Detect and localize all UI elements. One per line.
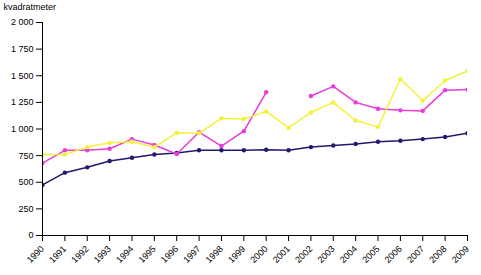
svg-text:1990: 1990	[25, 244, 46, 265]
svg-text:1992: 1992	[69, 244, 90, 265]
svg-text:1993: 1993	[92, 244, 113, 265]
svg-text:2006: 2006	[383, 244, 404, 265]
svg-text:1 750: 1 750	[11, 44, 34, 54]
svg-text:1 250: 1 250	[11, 97, 34, 107]
svg-text:1991: 1991	[47, 244, 68, 265]
svg-text:1997: 1997	[181, 244, 202, 265]
svg-text:2002: 2002	[293, 244, 314, 265]
svg-text:2000: 2000	[248, 244, 269, 265]
svg-text:750: 750	[18, 151, 33, 161]
svg-text:2003: 2003	[316, 244, 337, 265]
svg-text:1998: 1998	[204, 244, 225, 265]
svg-text:1995: 1995	[137, 244, 158, 265]
svg-text:0: 0	[28, 230, 33, 240]
svg-text:1999: 1999	[226, 244, 247, 265]
svg-text:1 500: 1 500	[11, 71, 34, 81]
svg-text:2 000: 2 000	[11, 17, 34, 27]
svg-text:2007: 2007	[405, 244, 426, 265]
svg-text:1994: 1994	[114, 244, 135, 265]
svg-text:kvadratmeter: kvadratmeter	[4, 2, 57, 12]
svg-text:2008: 2008	[427, 244, 448, 265]
svg-text:1996: 1996	[159, 244, 180, 265]
svg-text:2001: 2001	[271, 244, 292, 265]
svg-text:250: 250	[18, 204, 33, 214]
svg-text:500: 500	[18, 177, 33, 187]
svg-text:2005: 2005	[360, 244, 381, 265]
svg-text:1 000: 1 000	[11, 124, 34, 134]
svg-text:2009: 2009	[450, 244, 471, 265]
svg-text:2004: 2004	[338, 244, 359, 265]
